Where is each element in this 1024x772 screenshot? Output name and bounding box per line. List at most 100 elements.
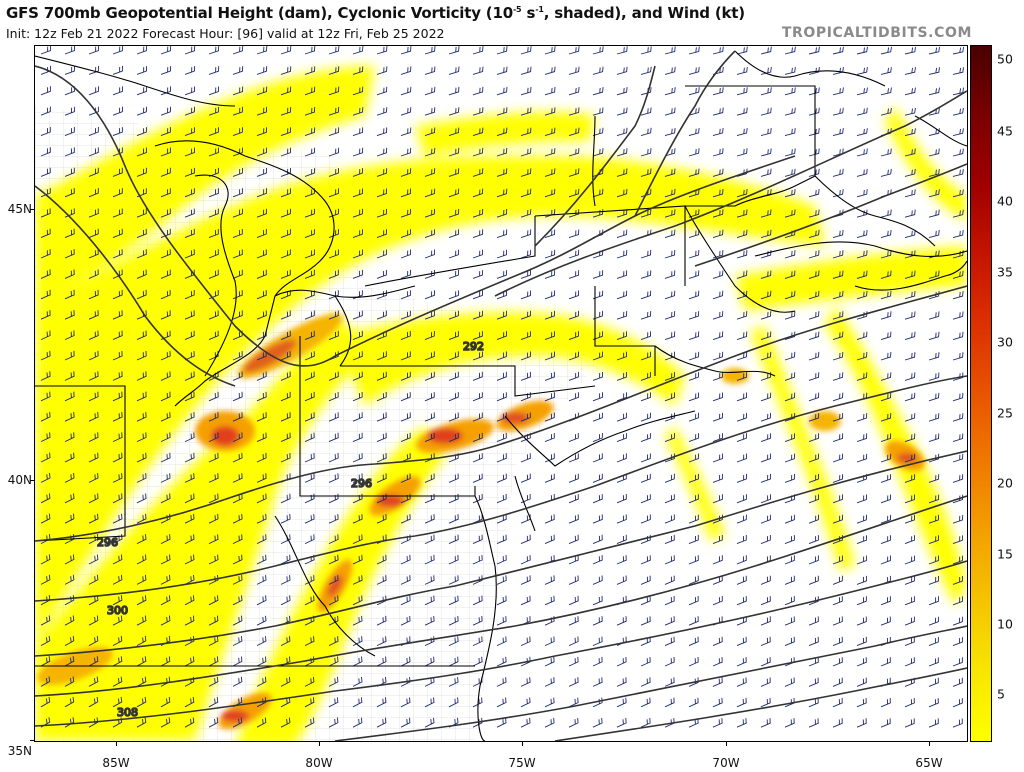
wind-barb [856,351,868,361]
wind-barb [664,46,676,55]
wind-barb [136,350,147,361]
wind-barb [568,555,579,565]
wind-barb [232,513,243,524]
wind-barb [112,574,123,585]
wind-barb [952,535,964,545]
wind-barb [40,127,51,137]
wind-barb [112,228,123,239]
wind-barb [880,453,892,463]
wind-barb [472,188,484,198]
wind-barb [568,534,579,545]
wind-barb [448,636,459,647]
wind-barb [616,494,627,504]
wind-barb [592,575,603,585]
wind-barb [208,717,219,728]
wind-barb [328,127,340,137]
wind-barb [568,392,579,402]
wind-barb [568,697,579,708]
wind-barb [952,311,964,320]
wind-barb [208,330,219,341]
wind-barb [112,208,123,218]
wind-barb [496,656,507,667]
wind-barb [928,331,940,341]
wind-barb [88,330,99,341]
wind-barb [520,717,531,728]
wind-barb [640,473,651,483]
wind-barb [640,310,652,320]
wind-barb [352,697,363,708]
wind-barb [472,290,483,300]
wind-barb [112,371,123,381]
wind-barb [904,67,916,75]
wind-barb [64,46,75,55]
wind-barb [880,270,892,279]
wind-barb [736,46,748,55]
wind-barb [784,616,795,626]
wind-barb [832,168,844,177]
wind-barb [496,249,508,259]
wind-barb [232,249,243,259]
wind-barb [856,270,868,279]
wind-barb [784,107,796,116]
wind-barb [232,615,243,626]
wind-barb [424,188,436,198]
wind-barb [928,657,939,667]
wind-barb [352,168,364,177]
wind-barb [904,657,915,667]
wind-barb [712,412,724,422]
wind-barb [400,86,412,96]
wind-barb [832,474,844,483]
wind-barb [592,514,603,524]
wind-barb [640,453,651,463]
wind-barb [592,351,603,361]
wind-barb [928,67,940,75]
wind-barb [376,514,387,524]
wind-barb [304,676,315,687]
wind-barb [160,86,172,96]
lat-label-35n: 35N [7,744,32,758]
wind-barb [496,677,507,687]
wind-barb [160,697,171,708]
wind-barb [688,148,700,157]
wind-barb [496,229,508,239]
wind-barb [784,596,795,606]
wind-barb [688,107,700,116]
wind-barb [736,250,748,259]
wind-barb [376,656,387,667]
wind-barb [328,310,339,320]
wind-barb [688,229,700,239]
wind-barb [328,290,339,300]
wind-barb [88,147,99,157]
wind-barb [40,391,51,402]
wind-barb [232,452,243,463]
wind-barb [808,107,820,116]
wind-barb [160,350,171,361]
wind-barb [832,128,844,137]
wind-barb [640,717,651,728]
wind-barb [64,65,75,75]
wind-barb [160,310,171,320]
wind-barb [952,230,964,239]
wind-barb [40,371,51,381]
wind-barb [856,575,867,585]
wind-barb [520,575,531,585]
wind-barb [832,351,844,361]
wind-barb [136,127,147,137]
wind-barb [280,208,291,218]
wind-barb [472,697,483,708]
wind-barb [328,554,339,565]
wind-barb [544,534,555,545]
wind-barb [112,127,123,137]
wind-barb [880,311,892,320]
wind-barb [184,351,195,361]
wind-barb [352,595,363,606]
wind-barb [784,514,795,524]
wind-barb [184,188,195,198]
wind-barb [928,229,940,239]
wind-barb [688,677,699,687]
wind-barb [328,717,339,728]
wind-barb [856,494,868,504]
wind-barb [112,86,123,96]
wind-barb [688,473,699,483]
wind-barb [640,433,651,443]
